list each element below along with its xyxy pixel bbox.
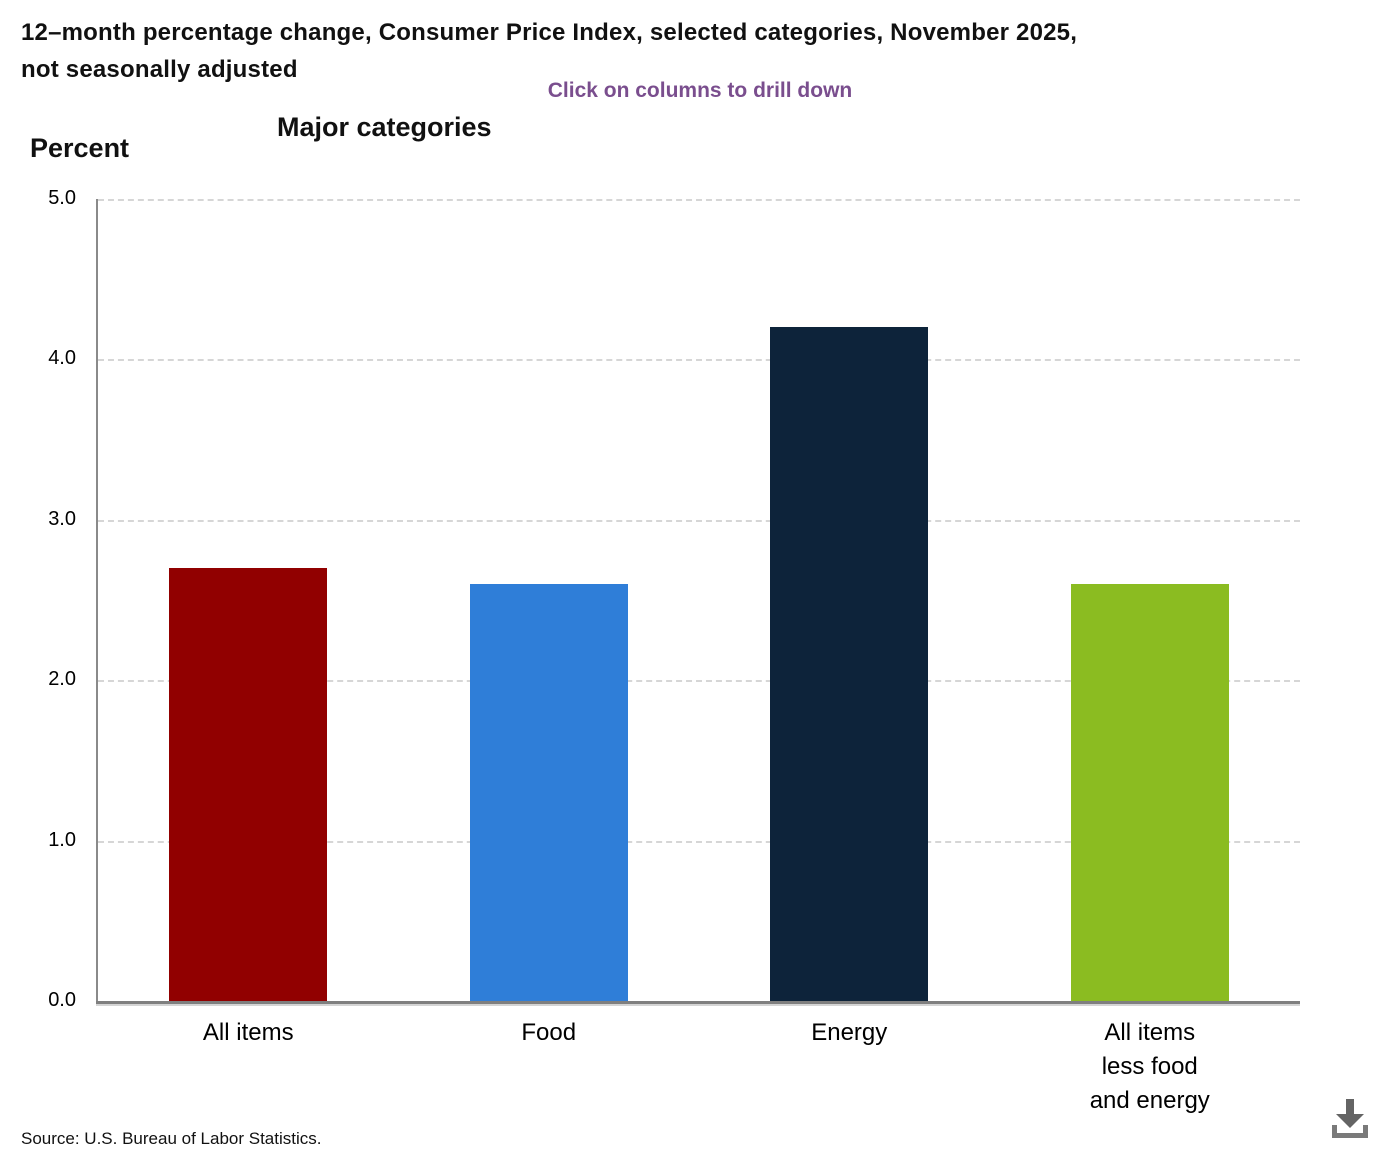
x-axis-label-all-items-less-food-and-energy: All items less food and energy: [1000, 1016, 1300, 1118]
x-axis-label-all-items: All items: [98, 1016, 398, 1050]
page-title-line2: not seasonally adjusted: [21, 56, 298, 83]
x-axis-label-line: Food: [521, 1019, 577, 1046]
gridline: [98, 840, 1300, 843]
chart-subtitle: Major categories: [277, 112, 492, 142]
y-tick-label: 4.0: [48, 347, 76, 370]
y-tick-label: 2.0: [48, 668, 76, 691]
y-tick-label: 3.0: [48, 507, 76, 530]
bar-food[interactable]: [469, 583, 628, 1001]
page-title-line1: 12–month percentage change, Consumer Pri…: [21, 19, 1078, 46]
bar-all-items[interactable]: [169, 567, 328, 1001]
x-axis-label-line: All items: [202, 1019, 294, 1046]
gridline: [98, 359, 1300, 362]
download-icon[interactable]: [1326, 1094, 1374, 1142]
y-tick-label: 5.0: [48, 187, 76, 209]
drilldown-hint: Click on columns to drill down: [547, 79, 853, 102]
x-axis-label-line: and energy: [1089, 1087, 1210, 1114]
y-axis-line: [96, 199, 98, 1001]
bar-all-items-less-food-and-energy[interactable]: [1070, 583, 1229, 1001]
x-axis-label-line: less food: [1101, 1053, 1198, 1080]
gridline: [98, 199, 1300, 201]
gridline: [98, 519, 1300, 522]
y-tick-label: 1.0: [48, 828, 76, 851]
x-axis-label-energy: Energy: [699, 1016, 999, 1050]
y-tick-label: 0.0: [48, 989, 76, 1011]
y-axis-title: Percent: [30, 133, 130, 163]
source-note: Source: U.S. Bureau of Labor Statistics.: [21, 1129, 322, 1148]
plot-area: [98, 199, 1300, 1001]
x-axis-label-line: Energy: [811, 1019, 888, 1046]
x-axis-line: [96, 1001, 1300, 1004]
x-axis-label-food: Food: [399, 1016, 699, 1050]
x-axis-label-line: All items: [1104, 1019, 1196, 1046]
page-title: 12–month percentage change, Consumer Pri…: [21, 14, 1361, 88]
bar-energy[interactable]: [770, 327, 929, 1001]
gridline: [98, 680, 1300, 683]
